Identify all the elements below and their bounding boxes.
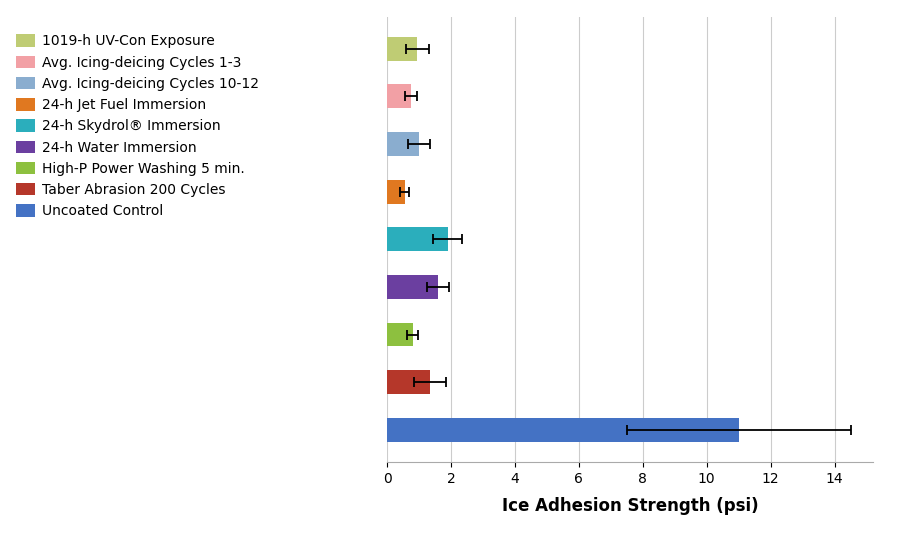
Bar — [387, 132, 419, 156]
Bar — [387, 84, 411, 108]
Bar — [387, 180, 405, 204]
X-axis label: Ice Adhesion Strength (psi): Ice Adhesion Strength (psi) — [501, 497, 759, 515]
Bar — [387, 275, 438, 299]
Bar — [387, 323, 412, 346]
Bar — [387, 418, 739, 442]
Legend: 1019-h UV-Con Exposure, Avg. Icing-deicing Cycles 1-3, Avg. Icing-deicing Cycles: 1019-h UV-Con Exposure, Avg. Icing-deici… — [16, 35, 259, 218]
Bar — [387, 227, 448, 251]
Bar — [387, 37, 418, 60]
Bar — [387, 370, 430, 394]
